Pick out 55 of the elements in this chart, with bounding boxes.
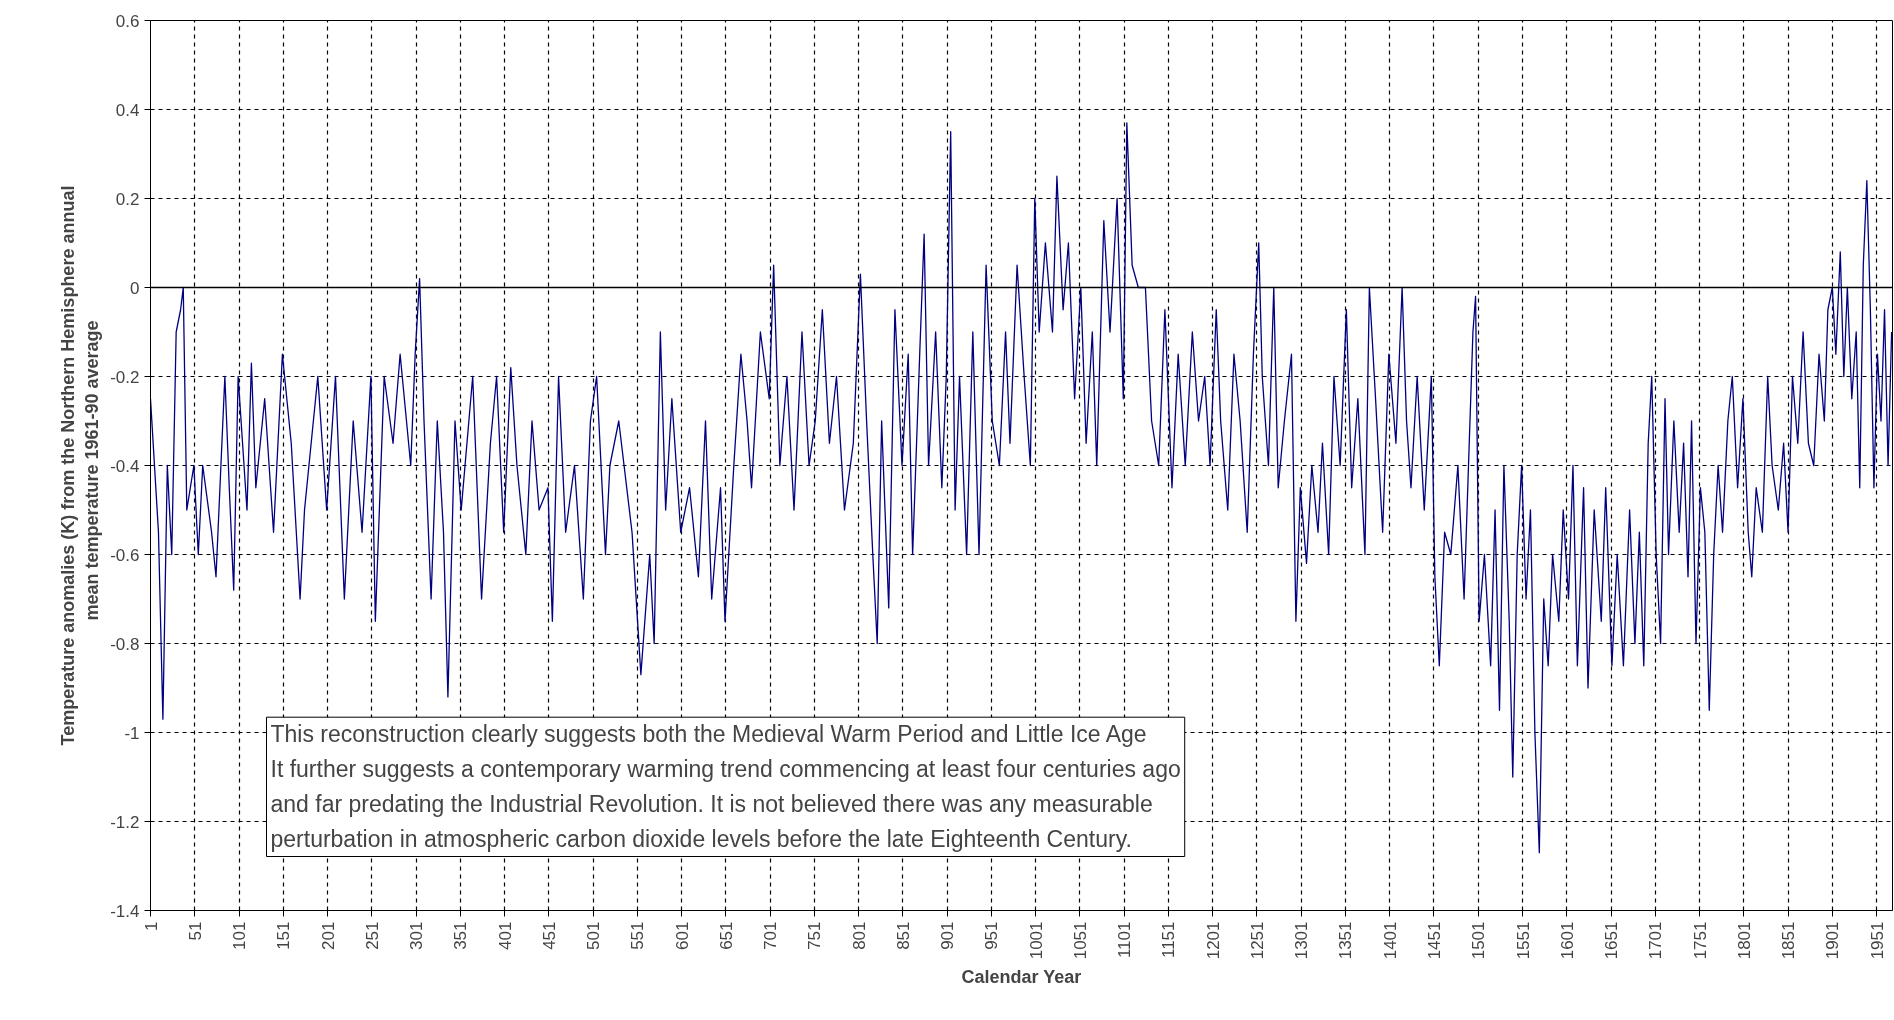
x-tick-label: 501 — [584, 921, 604, 950]
x-tick-label: 1501 — [1469, 921, 1489, 960]
y-tick-label: 0.4 — [115, 100, 140, 120]
y-tick-label: -0.6 — [110, 545, 140, 565]
x-tick-label: 101 — [230, 921, 250, 950]
y-tick-label: -1.2 — [110, 812, 140, 832]
x-tick-label: 751 — [805, 921, 825, 950]
x-tick-label: 651 — [716, 921, 736, 950]
annotation: This reconstruction clearly suggests both the Medieval Warm Period and Little Ice Age It further suggests a contemporary warming trend commencing at least four centuries ago and far predating the Industrial Revolution. It is not believed there was any measurable perturbation in atmospheric carbon dioxide levels before the late Eighteenth Century. — [270, 721, 1181, 853]
x-tick-label: 851 — [893, 921, 913, 950]
x-tick-label: 1551 — [1513, 921, 1533, 960]
x-tick-label: 1251 — [1247, 921, 1267, 960]
y-tick-label: 0.6 — [115, 11, 140, 31]
x-tick-label: 551 — [628, 921, 648, 950]
x-tick-label: 1151 — [1159, 921, 1179, 959]
x-tick-label: 1651 — [1602, 921, 1622, 960]
x-tick-label: 1051 — [1070, 921, 1090, 960]
y-tick-label: -0.8 — [110, 634, 140, 654]
x-tick-label: 351 — [451, 921, 471, 950]
x-tick-label: 1751 — [1690, 921, 1710, 960]
x-tick-label: 1401 — [1380, 921, 1400, 960]
x-tick-label: 1451 — [1424, 921, 1444, 960]
y-tick-label: 0.2 — [115, 189, 140, 209]
x-tick-label: 251 — [362, 921, 382, 950]
x-axis-title: Calendar Year — [961, 967, 1082, 988]
x-tick-label: 1351 — [1336, 921, 1356, 960]
x-tick-label: 1101 — [1115, 921, 1135, 959]
x-tick-label: 401 — [495, 921, 515, 950]
x-tick-label: 951 — [982, 921, 1002, 950]
x-tick-label: 1201 — [1203, 921, 1223, 960]
x-tick-label: 1901 — [1823, 921, 1843, 960]
y-tick-label: -1 — [124, 723, 140, 743]
x-tick-label: 201 — [318, 921, 338, 950]
x-tick-label: 601 — [672, 921, 692, 950]
x-tick-label: 301 — [407, 921, 427, 950]
x-tick-label: 701 — [761, 921, 781, 950]
x-tick-label: 901 — [938, 921, 958, 950]
x-tick-label: 1701 — [1646, 921, 1666, 960]
y-axis-title: Temperature anomalies (K) from the Northern Hemisphere annual mean temperature 1961-90 average — [58, 185, 103, 746]
y-tick-label: -1.4 — [110, 901, 140, 921]
y-tick-label: -0.4 — [110, 456, 140, 476]
x-tick-label: 1851 — [1779, 921, 1799, 960]
x-tick-label: 801 — [849, 921, 869, 950]
x-tick-label: 51 — [185, 921, 205, 941]
x-tick-label: 1601 — [1557, 921, 1577, 960]
x-tick-label: 1301 — [1292, 921, 1312, 960]
y-tick-label: 0 — [130, 278, 140, 298]
y-tick-label: -0.2 — [110, 367, 140, 387]
x-tick-label: 151 — [274, 921, 294, 950]
x-tick-label: 1801 — [1734, 921, 1754, 960]
x-tick-label: 451 — [539, 921, 559, 950]
x-tick-label: 1951 — [1867, 921, 1887, 960]
x-tick-label: 1 — [141, 921, 161, 931]
line-series — [150, 122, 1893, 854]
x-tick-label: 1001 — [1026, 921, 1046, 960]
